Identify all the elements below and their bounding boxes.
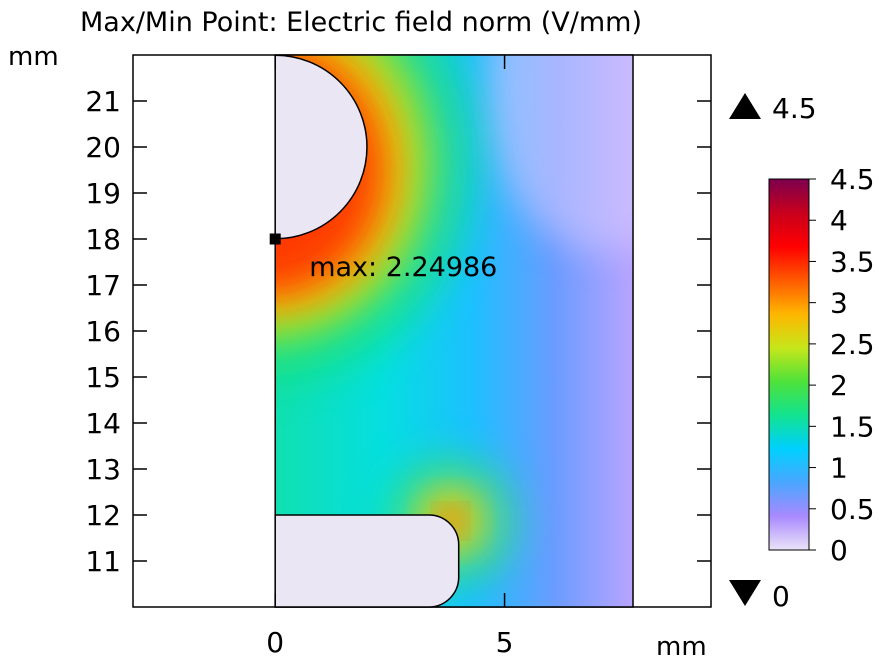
domain-outline [274,54,634,608]
range-min-label: 0 [772,580,790,613]
min-triangle-icon [729,580,761,606]
colorbar-ticks: 0 0.5 1 1.5 2 2.5 3 3.5 4 4.5 [809,163,875,567]
max-triangle-icon [729,93,761,119]
y-tick-label: 17 [85,269,121,302]
y-tick-label: 20 [85,131,121,164]
y-axis-unit: mm [8,42,59,72]
max-point-marker [269,233,281,245]
y-tick-label: 11 [85,545,121,578]
lower-conductor [274,514,460,608]
x-axis-unit: mm [656,632,707,662]
y-tick-label: 14 [85,407,121,440]
y-tick-label: 12 [85,499,121,532]
y-tick-label: 18 [85,223,121,256]
colorbar-tick-label: 0 [830,534,848,567]
range-max-label: 4.5 [772,92,817,125]
max-annotation-label: max: 2.24986 [309,252,497,283]
x-tick-label: 0 [266,626,284,659]
colorbar-tick-label: 3 [830,287,848,320]
x-tick-label: 5 [496,626,514,659]
colorbar-tick-label: 0.5 [830,493,875,526]
colorbar-tick-label: 4 [830,204,848,237]
y-tick-label: 21 [85,85,121,118]
y-tick-label: 15 [85,361,121,394]
colorbar-tick-label: 2 [830,369,848,402]
colorbar-tick-label: 3.5 [830,245,875,278]
colorbar-tick-label: 1.5 [830,410,875,443]
y-tick-label: 16 [85,315,121,348]
colorbar-tick-label: 2.5 [830,328,875,361]
upper-conductor [274,54,368,240]
field-low-region [485,55,634,252]
y-tick-label: 13 [85,453,121,486]
chart-title: Max/Min Point: Electric field norm (V/mm… [80,7,642,38]
colorbar-tick-label: 1 [830,452,848,485]
y-tick-label: 19 [85,177,121,210]
y-axis-ticks: 11 12 13 14 15 16 17 18 19 20 21 [85,85,711,578]
colorbar-tick-label: 4.5 [830,163,875,196]
geometry-layer [274,54,634,608]
colorbar [768,178,810,551]
